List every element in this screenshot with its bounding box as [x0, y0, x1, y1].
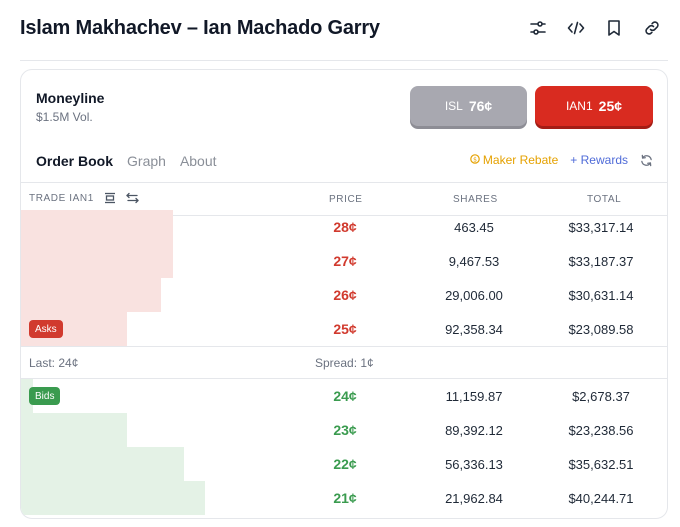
depth-bar: [21, 278, 161, 312]
bid-row[interactable]: 21¢ 21,962.84 $40,244.71: [21, 481, 667, 515]
swap-icon[interactable]: [126, 192, 139, 204]
code-icon[interactable]: [566, 18, 586, 38]
row-price: 23¢: [333, 422, 357, 438]
tab-graph[interactable]: Graph: [127, 153, 166, 169]
row-price: 25¢: [333, 321, 357, 337]
sliders-icon[interactable]: [528, 18, 548, 38]
divider: [21, 346, 667, 347]
bid-row[interactable]: 22¢ 56,336.13 $35,632.51: [21, 447, 667, 481]
spread-row: Last: 24¢ Spread: 1¢: [21, 347, 667, 379]
tab-order-book[interactable]: Order Book: [36, 153, 114, 169]
row-shares: 89,392.12: [445, 422, 503, 438]
layout-icon[interactable]: [104, 192, 116, 204]
outcome-label: IAN1: [565, 99, 593, 113]
row-shares: 21,962.84: [445, 490, 503, 506]
ask-row[interactable]: 28¢ 463.45 $33,317.14: [21, 210, 667, 244]
row-total: $2,678.37: [572, 388, 630, 404]
row-shares: 29,006.00: [445, 287, 503, 303]
outcome-price: 76¢: [468, 98, 493, 114]
market-volume: $1.5M Vol.: [36, 110, 93, 124]
header-actions: [528, 18, 662, 38]
bid-row[interactable]: 24¢ 11,159.87 $2,678.37 Bids: [21, 379, 667, 413]
row-price: 27¢: [333, 253, 357, 269]
last-price: Last: 24¢: [29, 356, 79, 370]
outcome-label: ISL: [444, 99, 463, 113]
svg-text:$: $: [473, 156, 477, 163]
divider: [21, 182, 667, 183]
page-title: Islam Makhachev – Ian Machado Garry: [20, 16, 380, 39]
row-total: $30,631.14: [568, 287, 634, 303]
refresh-icon[interactable]: [640, 154, 653, 167]
market-card: Moneyline $1.5M Vol. ISL 76¢ IAN1 25¢ Or…: [20, 69, 668, 519]
maker-rebate-link[interactable]: $ Maker Rebate: [470, 153, 558, 167]
depth-bar: [21, 413, 128, 447]
bids-badge: Bids: [29, 387, 61, 405]
bookmark-icon[interactable]: [604, 18, 624, 38]
ask-row[interactable]: 27¢ 9,467.53 $33,187.37: [21, 244, 667, 278]
buy-ian1-button[interactable]: IAN1 25¢: [535, 86, 653, 126]
maker-rebate-label: Maker Rebate: [482, 153, 559, 167]
trade-header: TRADE IAN1: [29, 192, 139, 204]
row-total: $23,089.58: [568, 321, 634, 337]
buy-isl-button[interactable]: ISL 76¢: [410, 86, 527, 126]
row-price: 22¢: [333, 456, 357, 472]
depth-bar: [21, 481, 206, 515]
tab-bar: Order Book Graph About: [36, 153, 217, 169]
tab-about[interactable]: About: [179, 153, 217, 169]
coin-icon: $: [470, 153, 480, 167]
rewards-link[interactable]: + Rewards: [570, 153, 628, 167]
trade-column-label: TRADE IAN1: [29, 192, 94, 204]
header-divider: [20, 60, 668, 61]
ask-row[interactable]: 25¢ 92,358.34 $23,089.58 Asks: [21, 312, 667, 346]
outcome-price: 25¢: [598, 98, 623, 114]
row-shares: 9,467.53: [448, 253, 500, 269]
row-total: $35,632.51: [568, 456, 634, 472]
price-column-header: PRICE: [329, 194, 363, 205]
depth-bar: [21, 244, 173, 278]
row-shares: 92,358.34: [445, 321, 503, 337]
shares-column-header: SHARES: [453, 194, 498, 205]
row-price: 26¢: [333, 287, 357, 303]
depth-bar: [21, 447, 185, 481]
row-price: 28¢: [333, 219, 357, 235]
row-total: $33,317.14: [568, 219, 634, 235]
market-title: Moneyline: [36, 90, 105, 106]
bid-row[interactable]: 23¢ 89,392.12 $23,238.56: [21, 413, 667, 447]
asks-badge: Asks: [29, 320, 63, 338]
divider: [21, 378, 667, 379]
row-price: 21¢: [333, 490, 357, 506]
row-shares: 56,336.13: [445, 456, 503, 472]
row-total: $23,238.56: [568, 422, 634, 438]
depth-bar: [21, 210, 174, 244]
ask-row[interactable]: 26¢ 29,006.00 $30,631.14: [21, 278, 667, 312]
row-total: $40,244.71: [568, 490, 634, 506]
orderbook-links: $ Maker Rebate + Rewards: [470, 153, 653, 167]
row-total: $33,187.37: [568, 253, 634, 269]
row-price: 24¢: [333, 388, 357, 404]
total-column-header: TOTAL: [587, 194, 622, 205]
row-shares: 463.45: [454, 219, 494, 235]
divider: [21, 215, 667, 216]
market-header: Islam Makhachev – Ian Machado Garry: [20, 14, 668, 42]
row-shares: 11,159.87: [445, 388, 503, 404]
link-icon[interactable]: [642, 18, 662, 38]
spread-value: Spread: 1¢: [315, 356, 374, 370]
